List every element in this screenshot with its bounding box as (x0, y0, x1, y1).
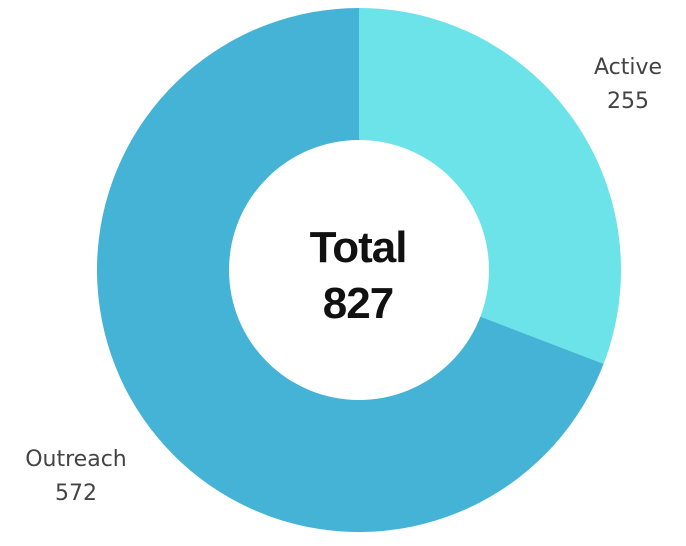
slice-label-active: Active (594, 55, 662, 80)
donut-hole (229, 140, 489, 400)
center-label-total: Total (310, 223, 407, 272)
center-value-total: 827 (323, 279, 393, 328)
slice-value-outreach: 572 (55, 481, 97, 506)
slice-value-active: 255 (607, 89, 649, 114)
slice-label-outreach: Outreach (25, 447, 127, 472)
